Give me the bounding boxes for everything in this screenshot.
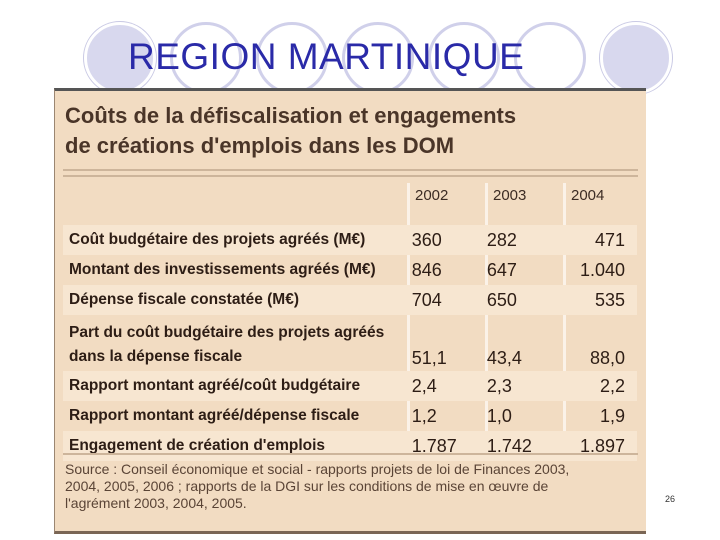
cell-value: 1.040 <box>579 259 625 280</box>
data-table: Coût budgétaire des projets agréés (M€) … <box>63 225 637 461</box>
row-label: Rapport montant agréé/coût budgétaire <box>63 371 406 401</box>
cell-value: 846 <box>411 259 442 280</box>
decorative-circle <box>514 22 586 94</box>
cell-value: 535 <box>555 285 637 315</box>
source-line: l'agrément 2003, 2004, 2005. <box>65 495 247 511</box>
cell-value: 88,0 <box>589 348 625 368</box>
figure-heading: Coûts de la défiscalisation et engagemen… <box>65 101 625 161</box>
cell-value: 1,0 <box>486 405 512 426</box>
source-divider <box>63 453 638 455</box>
cell-value: 51,1 <box>411 348 447 368</box>
table-row: Part du coût budgétaire des projets agré… <box>63 315 637 371</box>
figure-heading-line: de créations d'emplois dans les DOM <box>65 133 455 158</box>
column-header-2002: 2002 <box>415 187 449 204</box>
heading-divider <box>63 175 638 177</box>
cell-value: 1.742 <box>480 431 556 461</box>
table-row: Coût budgétaire des projets agréés (M€) … <box>63 225 637 255</box>
heading-divider <box>63 169 638 171</box>
table-row: Rapport montant agréé/dépense fiscale 1,… <box>63 401 637 431</box>
cell-value: 2,3 <box>480 371 556 401</box>
cell-value: 471 <box>555 225 637 255</box>
row-label: Montant des investissements agréés (M€) <box>69 261 376 278</box>
source-line: Source : Conseil économique et social - … <box>65 461 570 477</box>
source-note: Source : Conseil économique et social - … <box>65 461 641 512</box>
column-header-2003: 2003 <box>493 187 527 204</box>
scanned-table-figure: Coûts de la défiscalisation et engagemen… <box>54 88 646 534</box>
cell-value: 43,4 <box>486 348 522 368</box>
cell-value: 650 <box>480 285 556 315</box>
cell-value: 1,2 <box>411 405 437 426</box>
figure-heading-line: Coûts de la défiscalisation et engagemen… <box>65 103 517 128</box>
cell-value: 1.897 <box>555 431 637 461</box>
table-row: Dépense fiscale constatée (M€) 704 650 5… <box>63 285 637 315</box>
source-line: 2004, 2005, 2006 ; rapports de la DGI su… <box>65 478 549 494</box>
row-label: Dépense fiscale constatée (M€) <box>63 285 406 315</box>
decorative-circle <box>84 22 156 94</box>
decorative-circle <box>342 22 414 94</box>
row-label: Part du coût budgétaire des projets agré… <box>69 324 385 365</box>
decorative-circle <box>600 22 672 94</box>
table-row: Montant des investissements agréés (M€) … <box>63 255 637 285</box>
row-label: Coût budgétaire des projets agréés (M€) <box>63 225 406 255</box>
column-header-2004: 2004 <box>571 187 605 204</box>
cell-value: 1.787 <box>405 431 481 461</box>
table-row: Rapport montant agréé/coût budgétaire 2,… <box>63 371 637 401</box>
slide-title: REGION MARTINIQUE <box>128 36 525 77</box>
cell-value: 1,9 <box>599 405 625 426</box>
cell-value: 360 <box>405 225 481 255</box>
cell-value: 704 <box>405 285 481 315</box>
row-label: Engagement de création d'emplois <box>63 431 406 461</box>
cell-value: 647 <box>486 259 517 280</box>
cell-value: 2,4 <box>405 371 481 401</box>
table-row: Engagement de création d'emplois 1.787 1… <box>63 431 637 461</box>
cell-value: 282 <box>480 225 556 255</box>
decorative-circle <box>170 22 242 94</box>
row-label: Rapport montant agréé/dépense fiscale <box>69 407 360 424</box>
page-number: 26 <box>665 494 676 504</box>
cell-value: 2,2 <box>555 371 637 401</box>
